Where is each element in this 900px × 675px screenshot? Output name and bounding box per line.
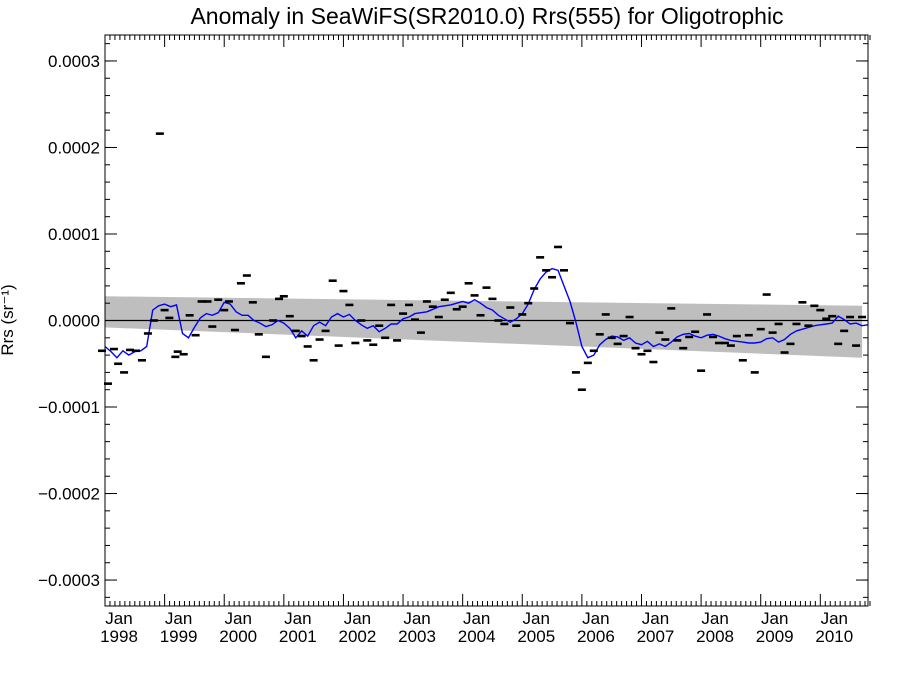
trend-confidence-band — [105, 296, 863, 358]
x-tick-month-label: Jan — [701, 609, 728, 628]
x-tick-month-label: Jan — [403, 609, 430, 628]
y-tick-label: 0.0000 — [48, 312, 100, 331]
y-axis-label: Rrs (sr⁻¹) — [0, 284, 17, 355]
x-tick-month-label: Jan — [761, 609, 788, 628]
y-tick-label: 0.0003 — [48, 52, 100, 71]
x-tick-year-label: 1998 — [100, 627, 138, 646]
x-tick-year-label: 2003 — [398, 627, 436, 646]
y-tick-label: −0.0002 — [38, 485, 100, 504]
trend-band-area — [105, 296, 863, 358]
x-tick-month-label: Jan — [582, 609, 609, 628]
x-tick-year-label: 2000 — [219, 627, 257, 646]
x-tick-year-label: 2010 — [815, 627, 853, 646]
x-tick-year-label: 2002 — [339, 627, 377, 646]
y-tick-label: −0.0001 — [38, 398, 100, 417]
y-tick-label: 0.0002 — [48, 138, 100, 157]
running-mean-series — [104, 267, 869, 359]
x-tick-year-label: 2009 — [756, 627, 794, 646]
x-tick-year-label: 2004 — [458, 627, 496, 646]
x-tick-year-label: 2006 — [577, 627, 615, 646]
x-tick-month-label: Jan — [523, 609, 550, 628]
x-tick-month-label: Jan — [284, 609, 311, 628]
chart-title: Anomaly in SeaWiFS(SR2010.0) Rrs(555) fo… — [190, 3, 783, 29]
y-tick-label: 0.0001 — [48, 225, 100, 244]
x-tick-year-label: 2007 — [637, 627, 675, 646]
x-tick-month-label: Jan — [642, 609, 669, 628]
x-tick-year-label: 2008 — [696, 627, 734, 646]
y-axis: 0.0003 0.0002 0.0001 0.0000 −0.0001 −0.0002 −0… — [38, 43, 868, 598]
x-tick-year-label: 1999 — [160, 627, 198, 646]
x-tick-month-label: Jan — [225, 609, 252, 628]
x-tick-month-label: Jan — [821, 609, 848, 628]
x-tick-month-label: Jan — [165, 609, 192, 628]
x-tick-month-label: Jan — [344, 609, 371, 628]
x-tick-year-label: 2005 — [517, 627, 555, 646]
x-axis: Jan1998Jan1999Jan2000Jan2001Jan2002Jan20… — [100, 35, 871, 646]
x-tick-year-label: 2001 — [279, 627, 317, 646]
monthly-anomaly-series — [98, 132, 867, 392]
x-tick-month-label: Jan — [105, 609, 132, 628]
x-tick-month-label: Jan — [463, 609, 490, 628]
y-tick-label: −0.0003 — [38, 571, 100, 590]
running-mean-line — [104, 267, 869, 359]
